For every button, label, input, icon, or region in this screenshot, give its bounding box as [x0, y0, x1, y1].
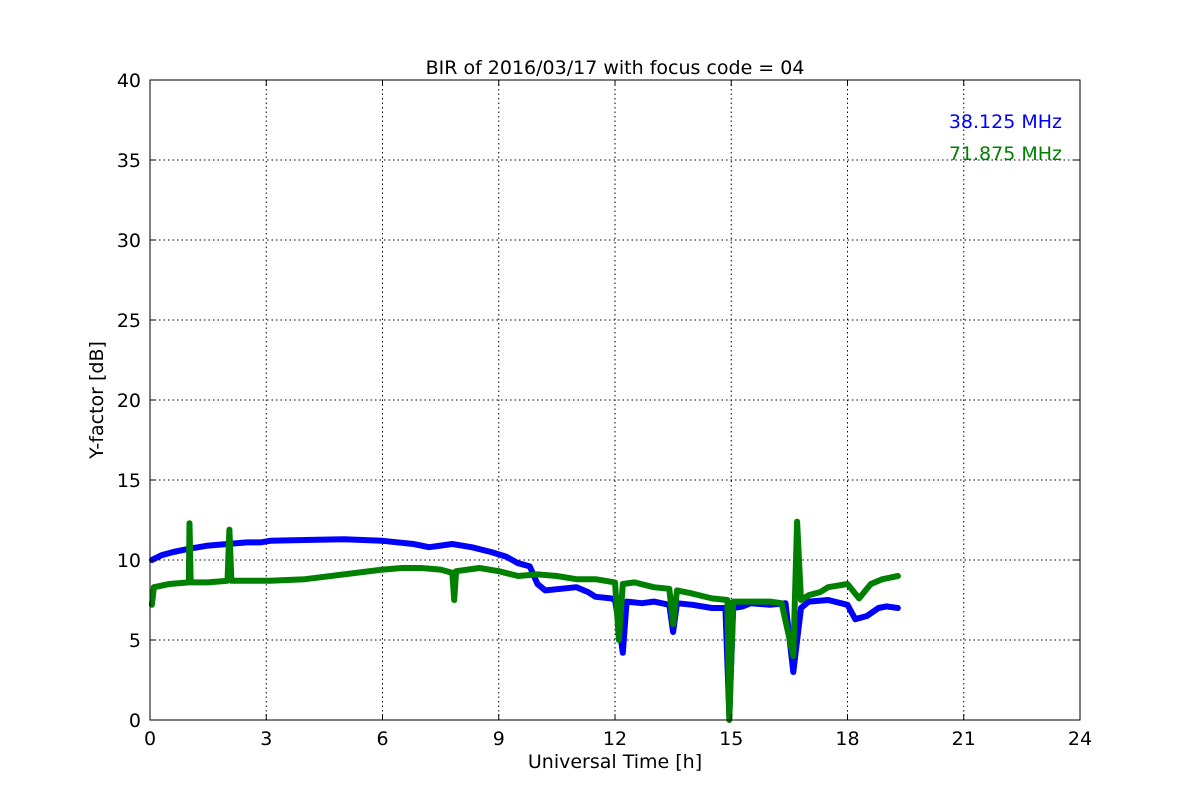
chart-title: BIR of 2016/03/17 with focus code = 04	[426, 57, 805, 79]
y-tick-label: 0	[129, 710, 141, 732]
x-axis-label: Universal Time [h]	[528, 751, 702, 773]
x-tick-label: 3	[260, 728, 272, 750]
y-tick-label: 30	[117, 230, 141, 252]
y-axis-label: Y-factor [dB]	[86, 341, 108, 460]
legend: 38.125 MHz 71.875 MHz	[949, 111, 1062, 165]
series-line-0	[148, 536, 901, 719]
x-tick-label: 18	[835, 728, 859, 750]
legend-entry-1: 71.875 MHz	[949, 143, 1062, 165]
x-tick-label: 15	[719, 728, 743, 750]
x-tick-label: 6	[376, 728, 388, 750]
series-layer	[148, 518, 901, 723]
x-tick-label: 24	[1068, 728, 1092, 750]
x-tick-label: 21	[952, 728, 976, 750]
y-tick-label: 15	[117, 470, 141, 492]
x-tick-label: 12	[603, 728, 627, 750]
y-tick-label: 10	[117, 550, 141, 572]
y-tick-label: 40	[117, 70, 141, 92]
x-tick-label: 9	[493, 728, 505, 750]
ticks: 0 3 6 9 12 15 18 21 24 0 5 10 15 20 25 30 35 40	[117, 70, 1092, 750]
y-tick-label: 20	[117, 390, 141, 412]
y-tick-label: 5	[129, 630, 141, 652]
y-tick-label: 35	[117, 150, 141, 172]
series-line-1	[148, 518, 901, 723]
x-tick-label: 0	[144, 728, 156, 750]
legend-entry-0: 38.125 MHz	[949, 111, 1062, 133]
grid	[150, 80, 1080, 720]
y-tick-label: 25	[117, 310, 141, 332]
